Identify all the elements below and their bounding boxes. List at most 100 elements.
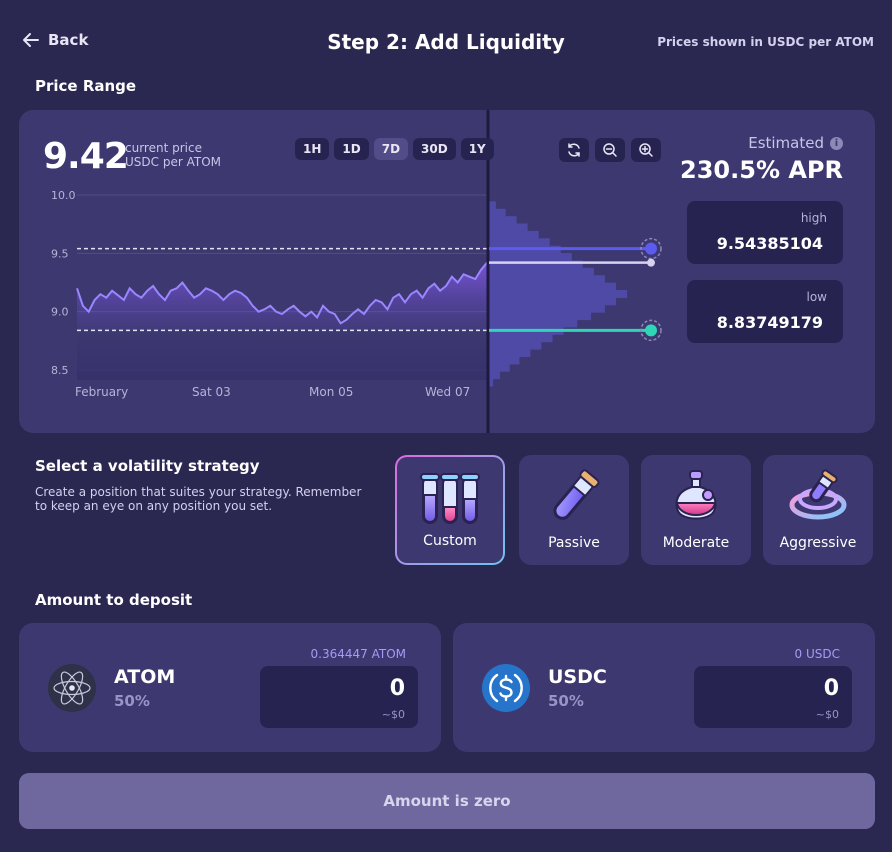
liquidity-bar xyxy=(489,334,553,343)
arrow-left-icon xyxy=(23,33,39,47)
token-symbol: ATOM xyxy=(114,666,176,688)
liquidity-bar xyxy=(489,230,539,239)
y-tick-label: 9.5 xyxy=(51,247,69,260)
timeframe-7d[interactable]: 7D xyxy=(373,138,409,160)
liquidity-bar xyxy=(489,297,616,306)
y-tick-label: 8.5 xyxy=(51,364,69,377)
current-price-label: current price USDC per ATOM xyxy=(125,141,221,169)
range-band xyxy=(77,330,487,380)
liquidity-bar xyxy=(489,267,594,276)
chart-controls xyxy=(559,138,661,162)
timeframe-selector: 1H 1D 7D 30D 1Y xyxy=(295,138,494,160)
apr-label: Estimated i xyxy=(748,134,843,152)
strategy-title: Select a volatility strategy xyxy=(35,457,260,475)
x-tick-label: Sat 03 xyxy=(192,385,231,399)
high-value: 9.54385104 xyxy=(716,234,823,253)
liquidity-bar xyxy=(489,216,517,225)
zoom-out-button[interactable] xyxy=(595,138,625,162)
info-icon[interactable]: i xyxy=(830,136,843,150)
current-price-unit: USDC per ATOM xyxy=(125,155,221,169)
strategy-aggressive[interactable]: Aggressive xyxy=(763,455,873,565)
timeframe-1h[interactable]: 1H xyxy=(295,138,330,160)
zoom-in-icon xyxy=(639,143,653,157)
y-tick-label: 9.0 xyxy=(51,306,69,319)
token-symbol: USDC xyxy=(548,666,607,688)
liquidity-bar xyxy=(489,371,500,380)
swirl-potion-icon xyxy=(789,469,847,520)
strategy-moderate-label: Moderate xyxy=(662,535,730,551)
zoom-out-icon xyxy=(603,143,617,157)
strategy-passive[interactable]: Passive xyxy=(519,455,629,565)
timeframe-1y[interactable]: 1Y xyxy=(460,138,494,160)
price-range-title: Price Range xyxy=(35,77,137,95)
current-price-value: 9.42 xyxy=(43,136,129,177)
amount-usd: ~$0 xyxy=(381,708,405,721)
apr-label-text: Estimated xyxy=(748,134,824,152)
token-percent: 50% xyxy=(114,692,150,710)
liquidity-bar xyxy=(489,378,494,387)
price-chart: 10.0 9.5 9.0 8.5 February Sat 03 Mon 05 Wed 07 xyxy=(51,110,662,433)
liquidity-bar xyxy=(489,275,605,284)
price-area xyxy=(77,262,487,331)
liquidity-bar xyxy=(489,208,506,217)
current-price-dot xyxy=(647,258,655,267)
token-card-usdc: USDC 50% 0 USDC 0 ~$0 xyxy=(453,623,875,752)
liquidity-bar xyxy=(489,253,572,261)
page-title: Step 2: Add Liquidity xyxy=(327,30,565,54)
apr-value: 230.5% APR xyxy=(680,156,843,184)
submit-button[interactable]: Amount is zero xyxy=(19,773,875,829)
amount-value: 0 xyxy=(823,676,839,701)
atom-icon xyxy=(48,664,96,712)
low-value: 8.83749179 xyxy=(716,313,823,332)
liquidity-bar xyxy=(489,223,528,232)
low-price-input[interactable]: low 8.83749179 xyxy=(687,280,843,343)
current-price-caption: current price xyxy=(125,141,202,155)
low-handle xyxy=(645,324,657,337)
liquidity-bar xyxy=(489,282,616,291)
strategy-custom-label: Custom xyxy=(423,533,477,549)
zoom-in-button[interactable] xyxy=(631,138,661,162)
back-label: Back xyxy=(48,31,89,49)
liquidity-bar xyxy=(489,312,592,321)
amount-usd: ~$0 xyxy=(815,708,839,721)
header: Back Step 2: Add Liquidity Prices shown … xyxy=(0,0,892,84)
token-percent: 50% xyxy=(548,692,584,710)
low-handle-ring xyxy=(640,319,662,342)
refresh-icon xyxy=(568,143,580,157)
low-label: low xyxy=(806,290,828,304)
price-range-card: 10.0 9.5 9.0 8.5 February Sat 03 Mon 05 Wed 07 … xyxy=(19,110,875,433)
strategy-custom[interactable]: Custom xyxy=(395,455,505,565)
price-line xyxy=(76,262,488,325)
strategy-passive-label: Passive xyxy=(548,535,600,551)
token-balance[interactable]: 0 USDC xyxy=(794,647,840,661)
timeframe-30d[interactable]: 30D xyxy=(413,138,456,160)
atom-amount-input[interactable]: 0 ~$0 xyxy=(260,666,418,728)
liquidity-bar xyxy=(489,290,627,298)
token-balance[interactable]: 0.364447 ATOM xyxy=(310,647,406,661)
strategy-aggressive-label: Aggressive xyxy=(779,535,857,551)
x-tick-label: Wed 07 xyxy=(425,385,470,399)
high-label: high xyxy=(800,211,827,225)
liquidity-bar xyxy=(489,319,578,328)
reset-button[interactable] xyxy=(559,138,589,162)
liquidity-bar xyxy=(489,341,542,350)
usdc-icon xyxy=(482,664,530,712)
liquidity-bar xyxy=(489,363,510,372)
timeframe-1d[interactable]: 1D xyxy=(334,138,369,160)
price-unit-note: Prices shown in USDC per ATOM xyxy=(657,35,874,49)
deposit-title: Amount to deposit xyxy=(35,591,193,609)
token-card-atom: ATOM 50% 0.364447 ATOM 0 ~$0 xyxy=(19,623,441,752)
high-price-input[interactable]: high 9.54385104 xyxy=(687,201,843,264)
back-button[interactable]: Back xyxy=(22,31,88,49)
y-tick-label: 10.0 xyxy=(51,189,76,202)
vial-icon xyxy=(553,469,600,520)
strategy-moderate[interactable]: Moderate xyxy=(641,455,751,565)
liquidity-bar xyxy=(489,201,496,210)
liquidity-bar xyxy=(489,304,605,313)
high-handle xyxy=(645,242,657,255)
x-tick-label: February xyxy=(75,385,128,399)
potion-bottle-icon xyxy=(675,470,717,520)
liquidity-bar xyxy=(489,260,583,269)
usdc-amount-input[interactable]: 0 ~$0 xyxy=(694,666,852,728)
x-tick-label: Mon 05 xyxy=(309,385,353,399)
